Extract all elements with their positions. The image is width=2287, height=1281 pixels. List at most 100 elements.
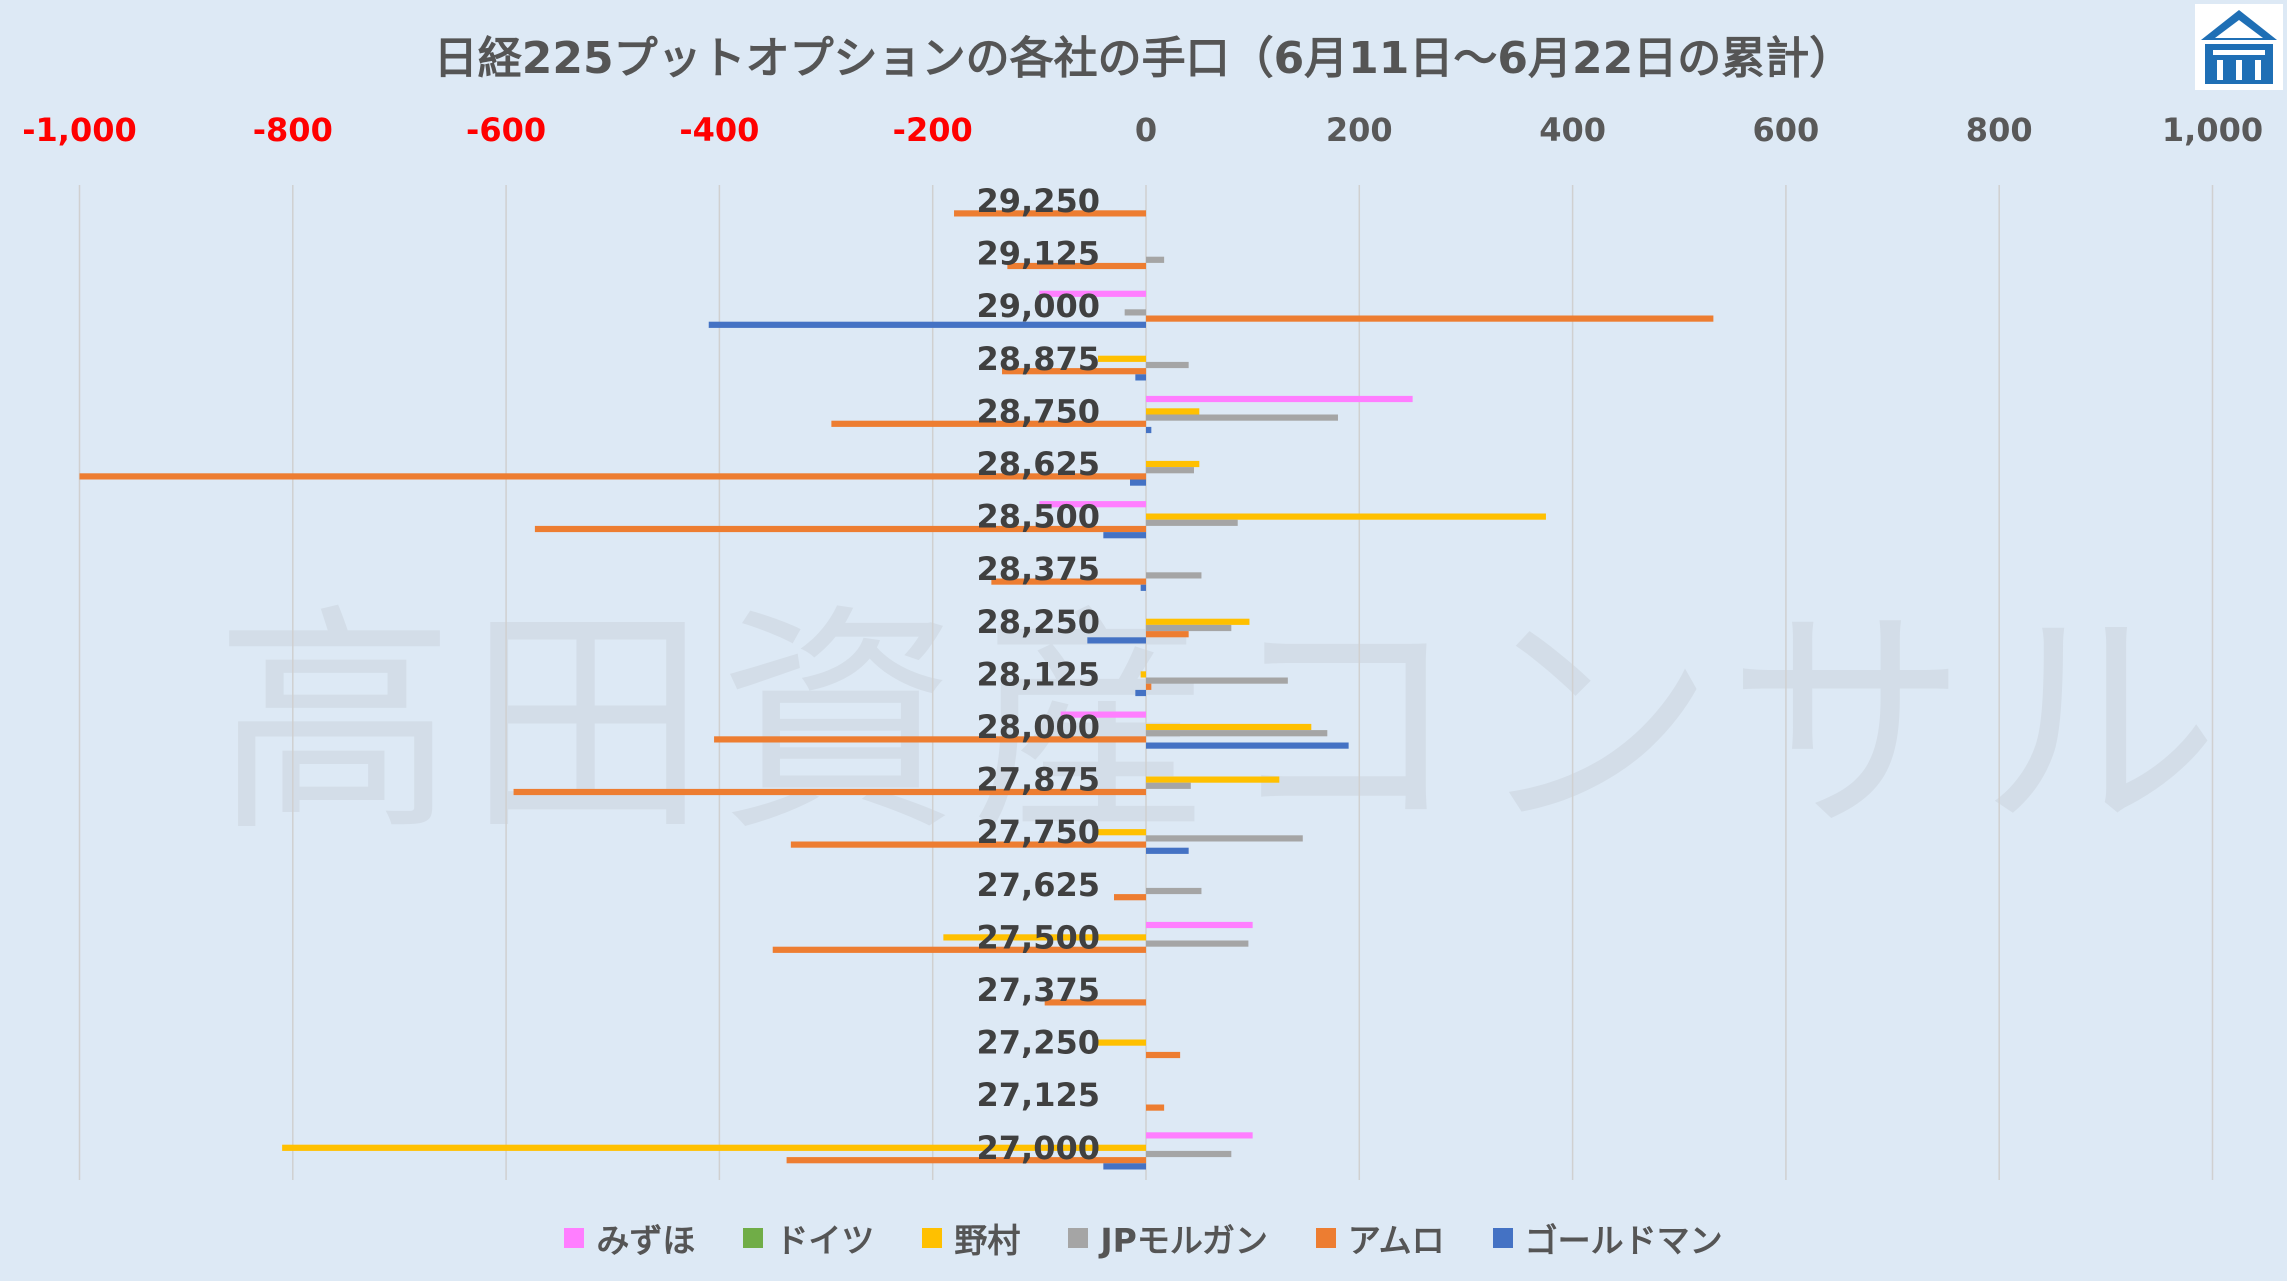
bar-JPモルガン-28,250 <box>1146 624 1232 632</box>
bar-みずほ-27,000 <box>1146 1132 1253 1139</box>
logo-icon <box>2195 4 2283 90</box>
bar-アムロ-27,875 <box>513 788 1146 796</box>
legend-item: 野村 <box>922 1214 1020 1262</box>
legend: みずほ ドイツ 野村 JPモルガン アムロ ゴールドマン <box>0 1214 2287 1262</box>
category-label: 29,125 <box>977 235 1100 273</box>
bar-野村-28,750 <box>1146 408 1200 415</box>
legend-swatch <box>743 1228 764 1248</box>
bar-JPモルガン-28,125 <box>1146 677 1288 684</box>
bar-野村-28,500 <box>1146 513 1546 520</box>
bar-アムロ-27,500 <box>772 946 1146 953</box>
bar-ゴールドマン-29,000 <box>708 321 1146 328</box>
bar-アムロ-28,375 <box>991 578 1146 585</box>
bar-野村-27,500 <box>943 934 1146 941</box>
category-label: 27,125 <box>977 1076 1100 1114</box>
bar-アムロ-27,125 <box>1146 1104 1165 1111</box>
category-label: 29,250 <box>977 182 1100 220</box>
x-tick-label: 0 <box>1135 111 1157 149</box>
bar-アムロ-27,750 <box>790 841 1146 848</box>
bar-みずほ-28,750 <box>1146 395 1413 403</box>
bar-アムロ-29,125 <box>1007 262 1146 270</box>
category-label: 28,875 <box>977 340 1100 378</box>
x-tick-label: -600 <box>466 111 546 149</box>
bar-野村-28,125 <box>1140 671 1146 678</box>
category-label: 27,750 <box>977 813 1100 851</box>
category-label: 27,625 <box>977 866 1100 904</box>
legend-label: 野村 <box>954 1221 1021 1260</box>
x-tick-label: 600 <box>1753 111 1820 149</box>
legend-label: アムロ <box>1347 1221 1445 1260</box>
category-label: 27,500 <box>977 918 1100 956</box>
legend-label: ゴールドマン <box>1524 1221 1723 1260</box>
category-label: 28,500 <box>977 498 1100 536</box>
bar-アムロ-28,750 <box>831 420 1146 427</box>
category-label: 28,625 <box>977 445 1100 483</box>
bar-ゴールドマン-28,875 <box>1135 374 1146 381</box>
bar-アムロ-28,625 <box>79 473 1146 480</box>
bar-みずほ-28,000 <box>1060 711 1146 718</box>
legend-label: JPモルガン <box>1100 1221 1268 1260</box>
bar-アムロ-27,250 <box>1146 1051 1181 1059</box>
bar-ゴールドマン-27,750 <box>1146 847 1189 854</box>
bar-アムロ-28,125 <box>1146 683 1152 690</box>
bar-JPモルガン-28,000 <box>1146 730 1328 737</box>
bar-野村-28,625 <box>1146 460 1200 468</box>
x-tick-label: -400 <box>679 111 759 149</box>
legend-swatch <box>1315 1228 1336 1248</box>
x-tick-label: -800 <box>253 111 333 149</box>
category-label: 27,250 <box>977 1024 1100 1062</box>
bar-JPモルガン-27,625 <box>1146 887 1202 895</box>
bar-みずほ-27,500 <box>1146 921 1253 929</box>
bar-JPモルガン-28,375 <box>1146 572 1202 579</box>
legend-item: ゴールドマン <box>1492 1214 1723 1262</box>
bar-JPモルガン-29,000 <box>1124 309 1146 316</box>
bar-ゴールドマン-28,000 <box>1146 742 1349 749</box>
legend-item: アムロ <box>1315 1214 1445 1262</box>
legend-swatch <box>922 1228 943 1248</box>
legend-swatch <box>1068 1228 1089 1248</box>
category-label: 28,375 <box>977 550 1100 588</box>
bar-アムロ-28,875 <box>1002 368 1146 375</box>
category-label: 27,375 <box>977 971 1100 1009</box>
legend-item: みずほ <box>564 1214 695 1262</box>
legend-label: みずほ <box>596 1221 696 1260</box>
x-tick-label: 400 <box>1539 111 1606 149</box>
bar-アムロ-28,000 <box>714 736 1146 743</box>
bar-野村-27,000 <box>282 1144 1146 1151</box>
bar-JPモルガン-27,750 <box>1146 835 1303 842</box>
bar-ゴールドマン-28,250 <box>1087 637 1146 644</box>
bar-アムロ-29,250 <box>954 210 1146 217</box>
bar-みずほ-29,000 <box>1039 290 1146 297</box>
bar-JPモルガン-28,500 <box>1146 519 1238 526</box>
chart-title: 日経225プットオプションの各社の手口（6月11日〜6月22日の累計） <box>433 33 1854 84</box>
category-label: 27,000 <box>977 1129 1100 1167</box>
bar-野村-28,875 <box>1098 355 1146 362</box>
x-tick-label: -200 <box>893 111 973 149</box>
bar-野村-27,875 <box>1146 776 1280 783</box>
bar-ゴールドマン-28,500 <box>1103 532 1146 539</box>
bar-ゴールドマン-28,125 <box>1135 689 1146 697</box>
x-tick-label: 1,000 <box>2162 111 2263 149</box>
legend-item: JPモルガン <box>1068 1214 1268 1262</box>
category-label: 28,000 <box>977 708 1100 746</box>
legend-item: ドイツ <box>743 1214 874 1262</box>
bar-JPモルガン-28,750 <box>1146 414 1338 421</box>
legend-label: ドイツ <box>775 1221 875 1260</box>
bar-野村-27,750 <box>1098 829 1146 836</box>
bar-JPモルガン-27,000 <box>1146 1150 1232 1158</box>
bar-アムロ-27,375 <box>1044 999 1146 1006</box>
bar-JPモルガン-27,500 <box>1146 940 1249 947</box>
legend-swatch <box>564 1228 585 1248</box>
x-tick-label: -1,000 <box>22 111 137 149</box>
x-tick-label: 800 <box>1966 111 2033 149</box>
bar-アムロ-28,500 <box>534 525 1146 533</box>
bar-JPモルガン-27,875 <box>1146 782 1191 789</box>
category-label: 27,875 <box>977 761 1100 799</box>
bar-アムロ-28,250 <box>1146 631 1189 638</box>
bar-みずほ-28,500 <box>1039 501 1146 508</box>
category-label: 28,750 <box>977 392 1100 430</box>
legend-swatch <box>1492 1228 1513 1248</box>
bar-ゴールドマン-27,000 <box>1103 1163 1146 1170</box>
bar-JPモルガン-28,875 <box>1146 361 1189 369</box>
